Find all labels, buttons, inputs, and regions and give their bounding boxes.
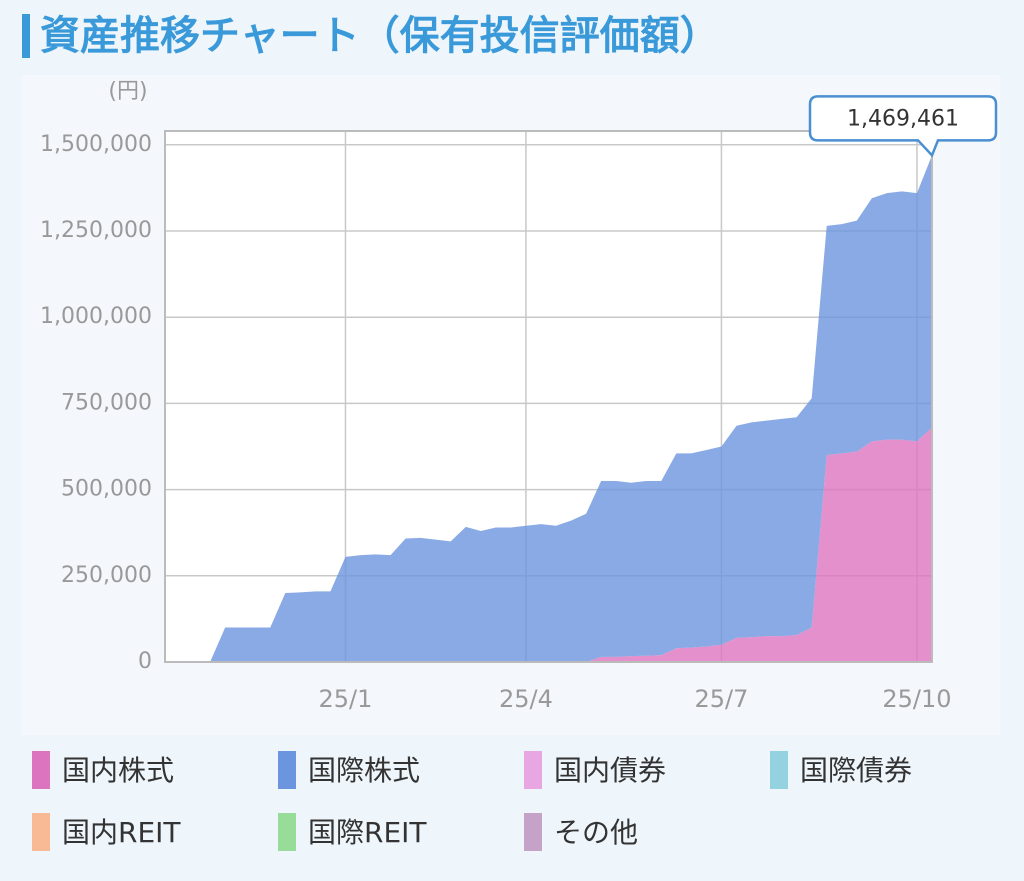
legend-label: 国際株式 xyxy=(308,754,420,787)
area xyxy=(165,427,932,662)
y-tick-label: 250,000 xyxy=(61,563,152,588)
callout-box xyxy=(808,95,998,158)
x-tick-label: 25/1 xyxy=(319,685,373,713)
y-tick-label: 1,500,000 xyxy=(40,132,152,157)
title-marker xyxy=(22,14,30,58)
callout: 1,469,461 xyxy=(808,95,998,158)
legend-swatch xyxy=(32,751,50,789)
axes: 0 250,000 500,000 750,000 1,000,000 1,250,000… xyxy=(40,130,952,713)
legend-label: 国際債券 xyxy=(800,754,912,787)
x-tick-label: 25/7 xyxy=(694,685,748,713)
grid xyxy=(165,131,932,663)
area xyxy=(165,155,932,663)
x-tick-label: 25/4 xyxy=(499,685,553,713)
areas xyxy=(165,155,932,663)
y-tick-label: 750,000 xyxy=(61,390,152,415)
legend-swatch xyxy=(770,751,788,789)
x-tick-label: 25/10 xyxy=(882,685,951,713)
plot-frame xyxy=(164,130,933,663)
y-tick-label: 1,000,000 xyxy=(40,304,152,329)
callout-label: 1,469,461 xyxy=(847,106,959,131)
legend-label: 国内株式 xyxy=(62,754,174,787)
y-tick-label: 500,000 xyxy=(61,477,152,502)
chart-title: 資産推移チャート（保有投信評価額） xyxy=(40,13,720,59)
legend-swatch xyxy=(32,813,50,851)
y-tick-label: 1,250,000 xyxy=(40,218,152,243)
legend-swatch xyxy=(278,813,296,851)
legend-label: 国内REIT xyxy=(62,816,181,849)
y-unit: (円) xyxy=(108,79,147,104)
legend-swatch xyxy=(524,813,542,851)
legend-swatch xyxy=(524,751,542,789)
legend-label: 国際REIT xyxy=(308,816,427,849)
legend-swatch xyxy=(278,751,296,789)
y-tick-label: 0 xyxy=(138,649,152,674)
legend-label: 国内債券 xyxy=(554,754,666,787)
legend-label: その他 xyxy=(554,816,638,849)
